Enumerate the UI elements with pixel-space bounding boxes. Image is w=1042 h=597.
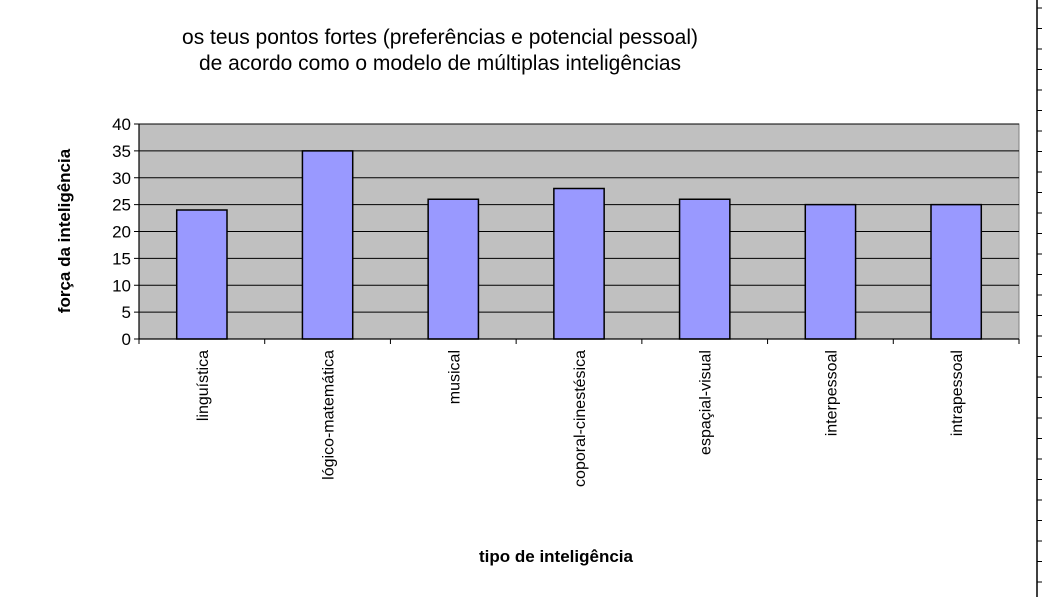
y-tick-label: 40 — [112, 115, 131, 134]
window-edge-ticks — [1037, 7, 1042, 583]
y-tick-label: 0 — [122, 330, 131, 349]
bar — [678, 198, 731, 340]
bars — [175, 150, 983, 340]
y-tick-label: 20 — [112, 223, 131, 242]
y-tick-labels: 0 5 10 15 20 25 30 35 40 — [112, 115, 131, 349]
y-tick-label: 25 — [112, 196, 131, 215]
x-tick-label: espaçial-visual — [698, 350, 715, 455]
bar — [301, 150, 354, 340]
y-tick-label: 10 — [112, 276, 131, 295]
chart-subtitle: de acordo como o modelo de múltiplas int… — [198, 52, 682, 75]
x-tick-label: coporal-cinestésica — [572, 350, 589, 487]
x-tick-labels: linguística lógico-matemática musical copor… — [195, 350, 966, 487]
x-tick-label: musical — [446, 350, 463, 404]
y-tick-label: 15 — [112, 249, 131, 268]
bar — [804, 203, 857, 340]
chart-title: os teus pontos fortes (preferências e po… — [182, 26, 698, 49]
bar — [427, 198, 480, 340]
y-axis-title: força da inteligência — [55, 148, 74, 313]
axes — [134, 123, 1020, 344]
y-tick-label: 35 — [112, 142, 131, 161]
bar — [553, 187, 605, 340]
y-tick-label: 30 — [112, 169, 131, 188]
y-tick-label: 5 — [122, 303, 131, 322]
x-tick-label: intrapessoal — [949, 350, 966, 436]
bar — [175, 209, 228, 340]
x-tick-label: lógico-matemática — [321, 350, 338, 480]
x-tick-label: linguística — [195, 350, 212, 421]
x-tick-label: interpessoal — [823, 350, 840, 436]
bar — [930, 203, 983, 340]
x-axis-title: tipo de inteligência — [479, 547, 634, 566]
